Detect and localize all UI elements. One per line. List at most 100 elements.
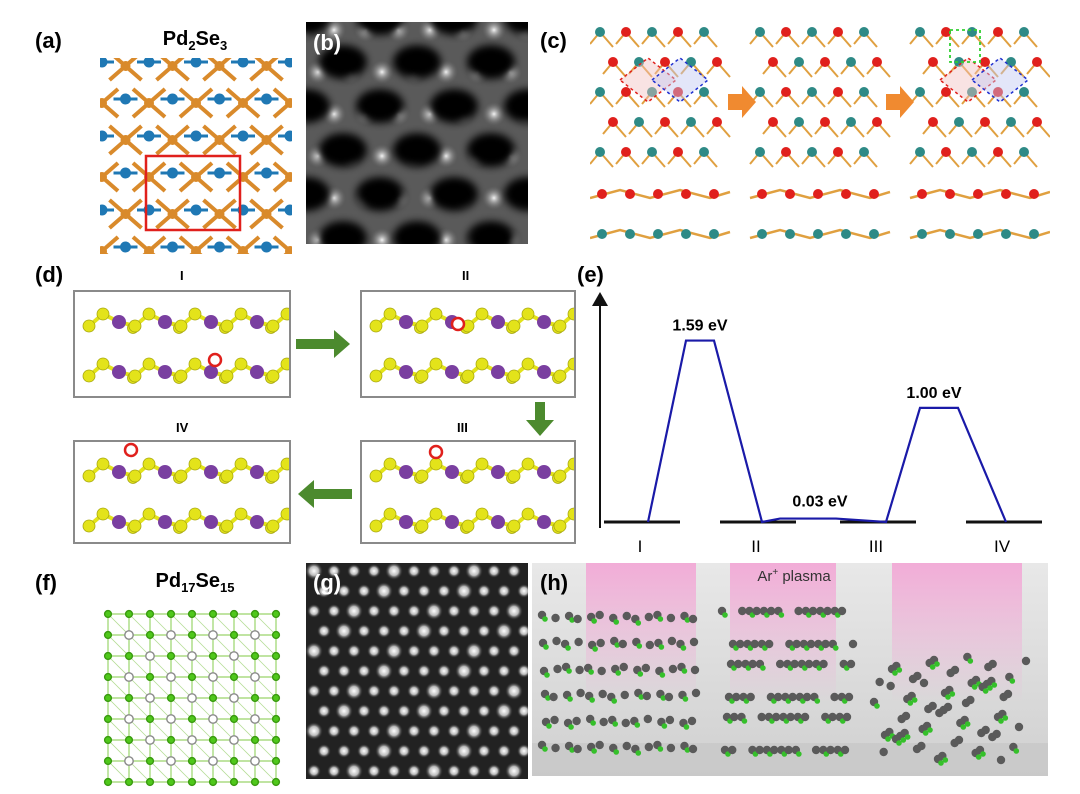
se-atom: [521, 307, 535, 321]
se-atom: [271, 735, 281, 745]
pd-atom: [445, 365, 459, 379]
se-atom: [188, 507, 202, 521]
se-atom: [507, 469, 521, 483]
se-atom: [220, 369, 234, 383]
atom: [841, 189, 851, 199]
se-atom: [191, 246, 201, 254]
pd-atom: [596, 638, 605, 648]
pd-atom: [551, 613, 560, 623]
pd-atom: [821, 639, 830, 649]
se-atom: [429, 457, 443, 471]
atom: [621, 87, 631, 97]
pd-atom: [237, 130, 249, 142]
se-atom: [167, 135, 178, 145]
pd-atom: [158, 315, 172, 329]
pd-atom: [204, 515, 218, 529]
atom: [647, 147, 657, 157]
se-atom: [634, 722, 641, 728]
pd-atom: [950, 665, 960, 675]
barrier-label: 0.03 eV: [792, 494, 847, 511]
se-atom: [229, 756, 239, 766]
se-atom: [874, 703, 880, 709]
se-atom: [741, 718, 748, 724]
arrow-right-icon: [296, 330, 350, 358]
state-label-I: I: [180, 268, 184, 283]
se-atom: [208, 777, 218, 787]
atom: [859, 147, 869, 157]
se-atom: [1002, 715, 1009, 721]
pd-atom: [786, 712, 795, 722]
se-atom: [214, 135, 225, 145]
atom: [794, 57, 804, 67]
se-atom: [145, 672, 155, 682]
pd-atom: [399, 365, 413, 379]
se-atom: [542, 616, 548, 622]
pd-atom: [644, 742, 654, 752]
atom: [941, 147, 951, 157]
pd-atom: [666, 743, 676, 753]
panel-label-b: (b): [313, 30, 342, 55]
atom: [917, 189, 927, 199]
se-atom: [896, 667, 903, 673]
pd-atom: [537, 515, 551, 529]
dark-hole: [319, 45, 367, 79]
se-atom: [967, 658, 974, 664]
se-atom: [271, 609, 281, 619]
se-atom: [229, 714, 239, 724]
se-atom: [250, 735, 260, 745]
atom: [755, 147, 765, 157]
pd-atom: [100, 58, 108, 68]
pd-atom: [826, 745, 835, 755]
se-atom: [250, 693, 260, 703]
atom: [1019, 147, 1029, 157]
se-atom: [680, 645, 687, 651]
atom: [595, 27, 605, 37]
pd-atom: [988, 659, 997, 669]
se-atom: [96, 357, 110, 371]
atom: [634, 117, 644, 127]
pd-atom: [642, 691, 652, 701]
pd-atom: [575, 665, 584, 675]
pd-atom: [738, 606, 747, 616]
atom: [608, 117, 618, 127]
vacancy-marker: [428, 444, 444, 460]
state-label: I: [638, 537, 643, 556]
atom: [807, 147, 817, 157]
atom: [993, 87, 1003, 97]
atom: [915, 147, 925, 157]
pd-atom: [491, 515, 505, 529]
se-atom: [383, 357, 397, 371]
atom: [1029, 189, 1039, 199]
se-atom: [238, 246, 248, 254]
energy-path-line: [646, 339, 1008, 524]
atom: [820, 117, 830, 127]
se-atom: [174, 369, 188, 383]
pd-atom: [399, 515, 413, 529]
dark-hole: [393, 45, 441, 79]
se-atom: [369, 519, 383, 533]
se-atom: [475, 357, 489, 371]
atom: [813, 189, 823, 199]
atom: [781, 147, 791, 157]
atom: [673, 27, 683, 37]
se-atom: [383, 457, 397, 471]
pd-atom: [746, 692, 755, 702]
pd-atom: [790, 659, 799, 669]
se-atom: [120, 61, 131, 71]
se-atom: [285, 98, 292, 108]
se-atom: [567, 307, 574, 321]
panel-label-h: (h): [540, 570, 569, 595]
pd-atom: [665, 715, 675, 725]
atom: [1006, 117, 1016, 127]
atom: [597, 189, 607, 199]
arrow-down-icon: [526, 402, 554, 436]
se-atom: [234, 307, 248, 321]
se-atom: [103, 672, 113, 682]
se-atom: [553, 469, 567, 483]
structure-transformation-c: [590, 27, 1050, 240]
se-atom: [124, 651, 134, 661]
pd-atom: [112, 365, 126, 379]
atom: [917, 229, 927, 239]
pd-atom: [668, 664, 678, 674]
pd-atom: [190, 58, 202, 68]
